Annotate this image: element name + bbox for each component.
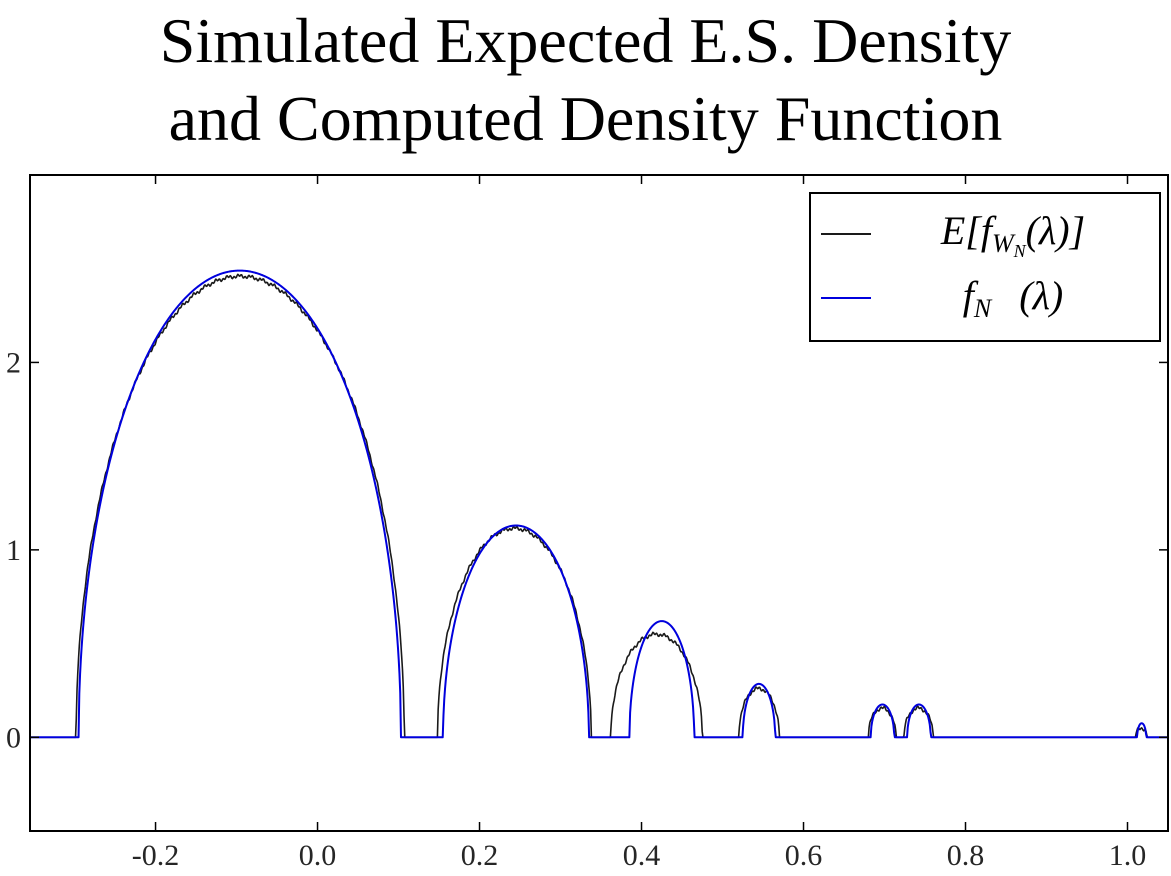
x-tick-label: 0.0 xyxy=(299,839,337,872)
series-curve-1 xyxy=(29,269,1169,739)
x-tick-label: 0.6 xyxy=(785,839,823,872)
y-tick-label: 1 xyxy=(6,534,21,567)
legend: E[fWN(λ)] fN (λ) xyxy=(809,192,1161,342)
x-tick-label: 0.8 xyxy=(947,839,985,872)
plot-region: E[fWN(λ)] fN (λ) xyxy=(30,175,1168,831)
x-tick-label: -0.2 xyxy=(132,839,180,872)
axes-box xyxy=(29,174,1169,832)
chart-title-line2: and Computed Density Function xyxy=(168,83,1003,155)
legend-label: E[fWN(λ)] xyxy=(940,207,1086,261)
chart-title: Simulated Expected E.S. Density and Comp… xyxy=(0,2,1171,158)
y-tick-label: 0 xyxy=(6,721,21,754)
y-tick-label: 2 xyxy=(6,346,21,379)
x-tick-label: 1.0 xyxy=(1109,839,1147,872)
legend-entry: fN (λ) xyxy=(821,266,1149,330)
x-tick-label: 0.4 xyxy=(623,839,661,872)
chart-title-line1: Simulated Expected E.S. Density xyxy=(159,5,1012,76)
legend-line-sample-black xyxy=(821,233,871,235)
legend-line-sample-blue xyxy=(821,297,871,299)
legend-entry: E[fWN(λ)] xyxy=(821,202,1149,266)
x-tick-label: 0.2 xyxy=(461,839,499,872)
legend-label: fN (λ) xyxy=(962,273,1064,323)
